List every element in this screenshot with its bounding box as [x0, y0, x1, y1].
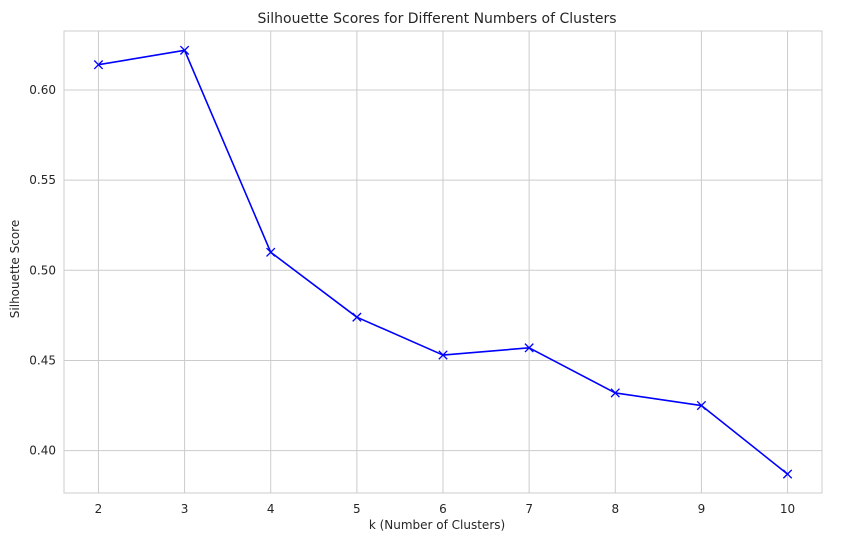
- data-point-marker: [524, 343, 534, 353]
- x-tick-label: 7: [525, 502, 533, 516]
- y-tick-label: 0.50: [29, 263, 56, 277]
- x-tick-label: 5: [353, 502, 361, 516]
- x-tick-label: 3: [181, 502, 189, 516]
- data-point-marker: [352, 312, 362, 322]
- x-tick-label: 8: [611, 502, 619, 516]
- y-axis-label: Silhouette Score: [8, 220, 22, 318]
- data-point-marker: [610, 388, 620, 398]
- data-point-marker: [93, 60, 104, 70]
- x-tick-label: 6: [439, 502, 447, 516]
- y-tick-labels: 0.40 0.45 0.50 0.55 0.60: [29, 83, 56, 458]
- y-tick-label: 0.45: [29, 353, 56, 367]
- data-point-marker: [179, 45, 190, 55]
- x-tick-labels: 2 3 4 5 6 7 8 9 10: [95, 502, 796, 516]
- data-point-marker: [438, 350, 448, 360]
- data-point-marker: [782, 469, 793, 479]
- x-tick-label: 4: [267, 502, 275, 516]
- x-axis-label: k (Number of Clusters): [369, 518, 505, 532]
- series-layer: [93, 45, 793, 479]
- grid-lines: [64, 31, 822, 493]
- y-tick-label: 0.55: [29, 173, 56, 187]
- plot-frame: [63, 30, 823, 494]
- x-tick-label: 2: [95, 502, 103, 516]
- y-tick-label: 0.40: [29, 444, 56, 458]
- chart-title: Silhouette Scores for Different Numbers …: [257, 11, 616, 27]
- data-point-marker: [266, 247, 276, 257]
- x-tick-label: 10: [780, 502, 795, 516]
- y-tick-label: 0.60: [29, 83, 56, 97]
- x-tick-label: 9: [698, 502, 706, 516]
- data-point-marker: [696, 400, 707, 411]
